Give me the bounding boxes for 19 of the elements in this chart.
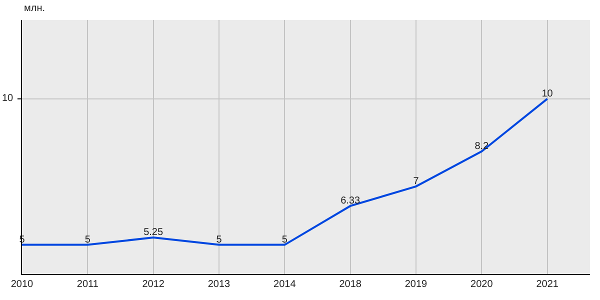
x-tick-label: 2013 (208, 279, 231, 290)
x-tick-label: 2010 (10, 279, 34, 290)
data-label: 5.25 (144, 227, 164, 238)
data-label: 6.33 (340, 195, 360, 206)
x-tick-label: 2018 (339, 279, 362, 290)
data-label: 8.2 (474, 140, 490, 152)
x-tick-label: 2019 (404, 279, 428, 290)
x-tick-label: 2012 (142, 279, 165, 290)
x-tick-label: 2020 (470, 279, 494, 290)
x-tick-label: 2021 (536, 279, 559, 290)
ref-line-label: 10 (2, 93, 14, 104)
data-label: 5 (216, 234, 222, 246)
data-label: 5 (282, 234, 288, 246)
data-label: 7 (413, 176, 420, 187)
x-tick-label: 2011 (76, 279, 99, 290)
data-label: 10 (542, 88, 554, 100)
x-tick-label: 2014 (274, 279, 296, 290)
data-label: 5 (84, 234, 91, 246)
y-axis-title: млн. (24, 3, 46, 14)
